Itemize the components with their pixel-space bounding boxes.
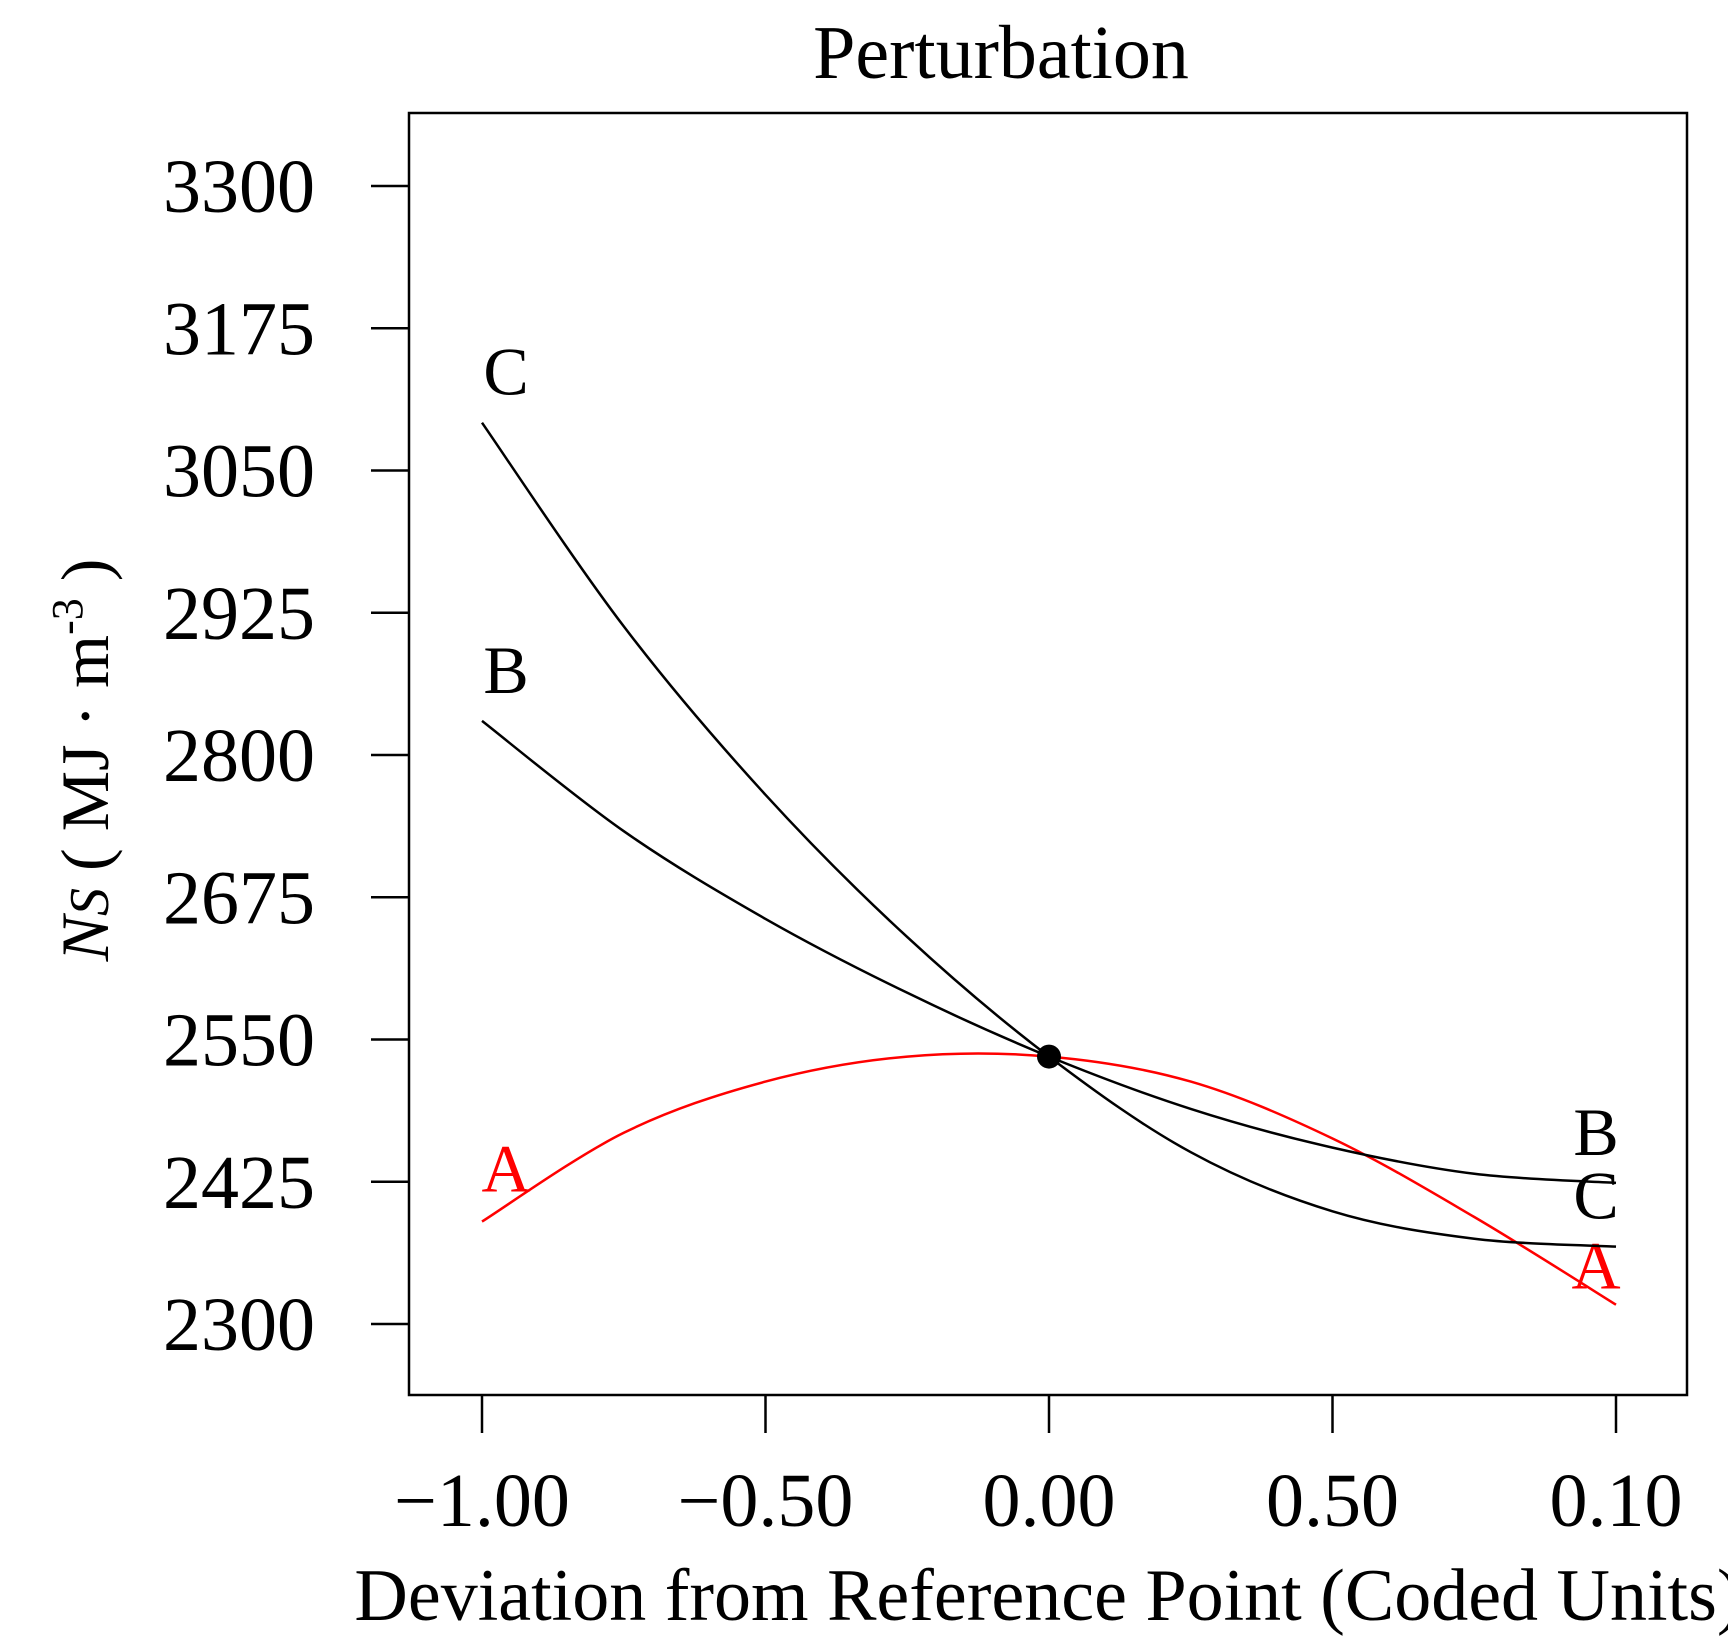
x-axis: −1.00 −0.50 0.00 0.50 0.10 <box>394 1395 1683 1543</box>
x-tick-label: 0.10 <box>1550 1459 1683 1543</box>
series-line-c <box>480 421 1617 1248</box>
y-tick-label: 2800 <box>163 714 315 798</box>
y-axis-label-symbol: N <box>47 912 123 962</box>
series-label-end-a: A <box>1571 1228 1620 1304</box>
reference-point-marker <box>1037 1044 1061 1069</box>
y-axis-label-subscript: S <box>59 888 121 916</box>
y-tick-label: 2425 <box>163 1141 315 1225</box>
y-tick-label: 2550 <box>163 999 315 1083</box>
y-axis-label: NS ( MJ · m-3 ) <box>43 559 123 963</box>
x-axis-label: Deviation from Reference Point (Coded Un… <box>354 1555 1728 1636</box>
y-axis: 2300 2425 2550 2675 2800 2925 3050 3175 3300 <box>163 145 409 1367</box>
y-tick-label: 2925 <box>163 572 315 656</box>
y-tick-label: 2300 <box>163 1283 315 1367</box>
series-label-end-b: B <box>1573 1094 1618 1170</box>
series-label-end-c: C <box>1573 1158 1618 1234</box>
series-label-start-c: C <box>483 334 528 410</box>
y-axis-label-exponent: -3 <box>43 598 92 635</box>
x-tick-label: −0.50 <box>678 1459 854 1543</box>
x-tick-label: 0.00 <box>983 1459 1116 1543</box>
chart-title: Perturbation <box>813 11 1189 95</box>
y-tick-label: 3300 <box>163 145 315 229</box>
y-tick-label: 2675 <box>163 856 315 940</box>
y-axis-label-close: ) <box>47 559 123 599</box>
x-tick-label: −1.00 <box>394 1459 570 1543</box>
series-label-start-a: A <box>481 1131 530 1207</box>
y-tick-label: 3175 <box>163 287 315 371</box>
series-label-start-b: B <box>483 632 528 708</box>
x-tick-label: 0.50 <box>1266 1459 1399 1543</box>
y-tick-label: 3050 <box>163 430 315 514</box>
y-axis-label-unit: ( MJ · m <box>47 635 123 888</box>
